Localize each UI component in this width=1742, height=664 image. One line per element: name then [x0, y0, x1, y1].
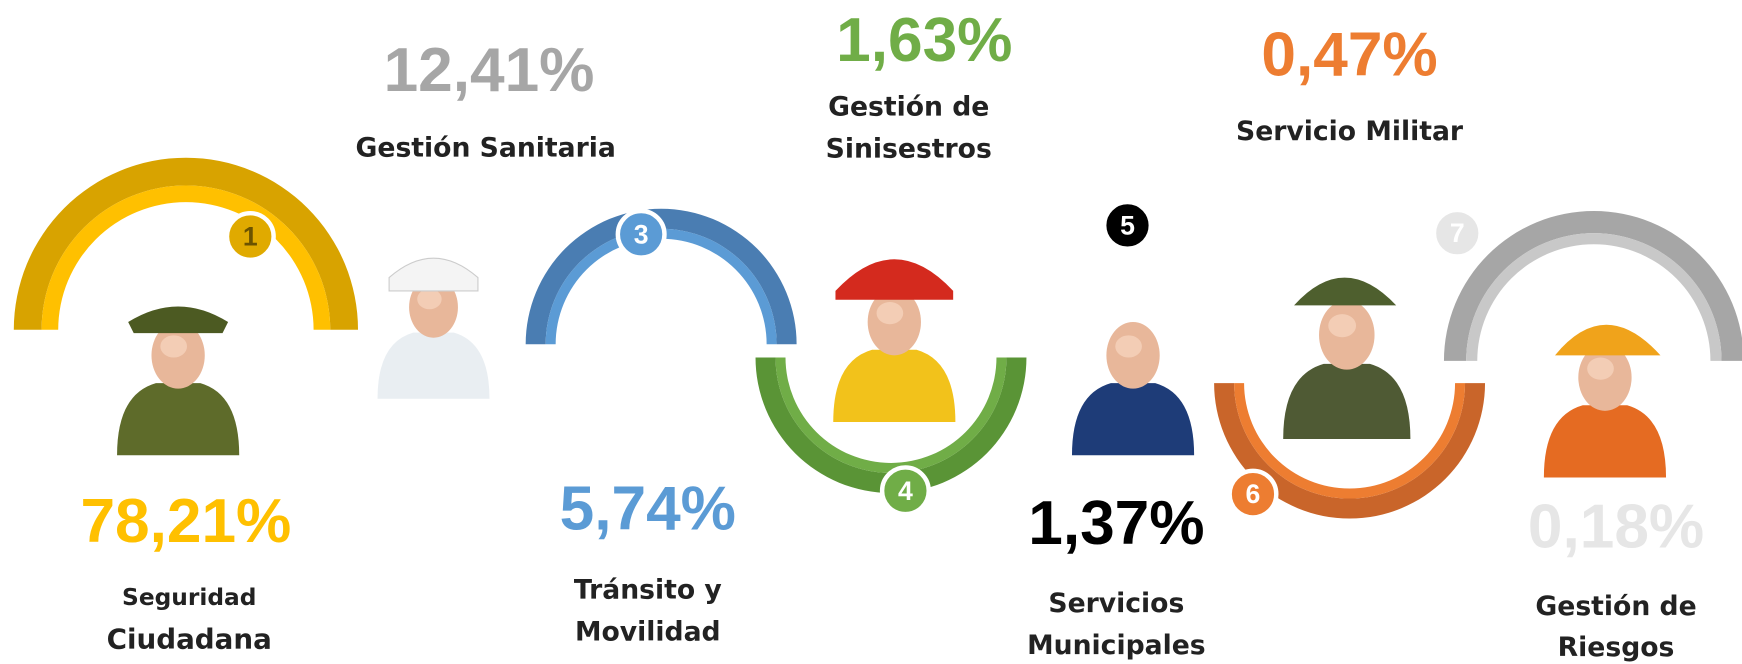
label: Municipales: [1027, 630, 1206, 661]
label: Servicio Militar: [1236, 116, 1464, 147]
percent: 1,37%: [1028, 489, 1204, 558]
label: Riesgos: [1558, 632, 1675, 663]
percent: 1,63%: [836, 6, 1012, 75]
hat: [835, 259, 953, 300]
percent: 78,21%: [80, 487, 291, 556]
hat: [1294, 278, 1396, 306]
icon-nurse: [378, 277, 490, 399]
label: Gestión de: [828, 91, 989, 122]
badge-number: 4: [898, 476, 913, 506]
icon-police: [117, 322, 239, 455]
label: Gestión Sanitaria: [356, 133, 616, 164]
percent: 5,74%: [560, 475, 736, 544]
icon-soldier: [1283, 300, 1410, 439]
label: Movilidad: [575, 617, 721, 648]
badge-number: 5: [1120, 210, 1135, 240]
hat: [1555, 325, 1660, 356]
arc-1: [14, 158, 358, 330]
label: Servicios: [1048, 588, 1184, 619]
badge-number: 6: [1246, 479, 1261, 509]
label: Seguridad: [122, 584, 256, 611]
badge-number: 1: [243, 222, 258, 252]
icon-firefighter: [833, 289, 955, 422]
label: Sinisestros: [826, 134, 992, 165]
hat: [389, 258, 478, 291]
page: {"items": [ {"number": "1", "percent": "…: [0, 0, 1742, 664]
badge-number: 7: [1450, 218, 1465, 248]
label: Tránsito y: [574, 574, 722, 605]
badge-number: 3: [634, 219, 649, 249]
percent: 0,47%: [1261, 21, 1437, 90]
percent: 12,41%: [384, 36, 595, 105]
infographic: 1 3 4 5 6 7 78,21% 12,41% 5,74% 1,63% 1,…: [0, 0, 1742, 664]
hat: [128, 306, 228, 333]
percent: 0,18%: [1528, 492, 1704, 561]
icon-municipal: [1072, 322, 1194, 455]
icon-risk: [1544, 344, 1666, 477]
label: Ciudadana: [107, 622, 272, 655]
label: Gestión de: [1535, 591, 1696, 622]
